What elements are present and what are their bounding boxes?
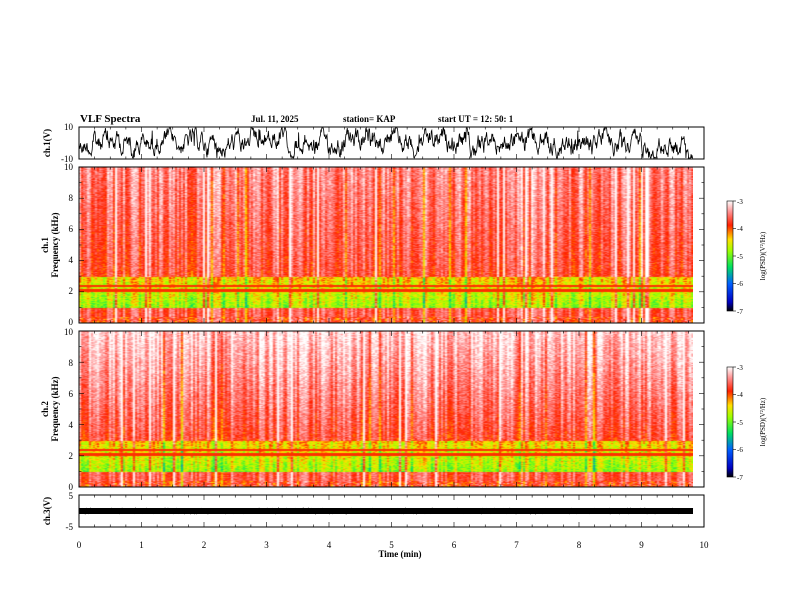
xtick-7: 7 [514, 540, 519, 550]
ch1-spec-ylabel: Frequency (kHz) [50, 212, 60, 277]
cb1-tick-m3: -3 [737, 198, 743, 206]
cb2-tick-m5: -5 [737, 419, 743, 427]
spec1-ytick-2: 2 [69, 286, 74, 296]
spec2-ytick-2: 2 [69, 451, 74, 461]
spec1-ytick-10: 10 [64, 162, 74, 172]
ch1-waveform-line [78, 126, 693, 160]
ch2-spec-y-ticks [79, 330, 704, 488]
ch3-ytick-bottom: -5 [66, 522, 74, 532]
ch2-spectrogram-image [79, 331, 693, 487]
ch1-ytick-bottom: -10 [61, 154, 73, 164]
ch1-colorbar [726, 200, 734, 312]
cb1-tick-m7: -7 [737, 308, 743, 316]
cb1-tick-m4: -4 [737, 225, 743, 233]
xtick-4: 4 [327, 540, 332, 550]
cb1-tick-m5: -5 [737, 253, 743, 261]
x-axis-label: Time (min) [378, 549, 421, 559]
station-label: station= KAP [343, 114, 396, 124]
ch1-ylabel: ch.1(V) [42, 129, 52, 157]
date-label: Jul. 11, 2025 [251, 114, 299, 124]
spec1-ytick-0: 0 [69, 317, 74, 327]
spec2-ytick-6: 6 [69, 389, 74, 399]
xtick-5: 5 [389, 540, 394, 550]
start-time-label: start UT = 12: 50: 1 [438, 114, 514, 124]
ch1-waveform-panel: 10 -10 ch.1(V) [42, 122, 705, 164]
xtick-2: 2 [202, 540, 207, 550]
cb2-tick-m4: -4 [737, 391, 743, 399]
xtick-9: 9 [639, 540, 644, 550]
cb2-tick-m7: -7 [737, 474, 743, 482]
spec1-ytick-4: 4 [69, 255, 74, 265]
ch3-ytick-top: 5 [69, 491, 74, 501]
ch2-spec-channel-label: ch.2 [40, 401, 50, 417]
xtick-1: 1 [139, 540, 144, 550]
ch1-ytick-top: 10 [64, 122, 74, 132]
cb2-label: log(PSD)(V²/Hz) [759, 397, 767, 446]
ch1-spec-y-ticks [79, 166, 704, 324]
xtick-0: 0 [77, 540, 82, 550]
ch3-waveform-panel: 5 -5 ch.3(V) 0 1 2 3 4 5 6 7 8 9 10 Time… [42, 491, 709, 559]
ch2-spectrogram-panel: 0 2 4 6 8 10 ch.2 Frequency (kHz) -3 -4 … [40, 327, 767, 492]
cb1-label: log(PSD)(V²/Hz) [759, 231, 767, 280]
ch3-x-ticks [78, 495, 705, 527]
xtick-6: 6 [452, 540, 457, 550]
figure-title: VLF Spectra [80, 113, 141, 125]
xtick-8: 8 [577, 540, 582, 550]
spec2-ytick-10: 10 [64, 327, 74, 337]
ch1-spectrogram-panel: 0 2 4 6 8 10 ch.1 Frequency (kHz) -3 -4 … [40, 162, 767, 327]
cb2-tick-m6: -6 [737, 446, 743, 454]
ch2-spec-x-ticks [78, 331, 705, 487]
ch1-spec-x-ticks [78, 167, 705, 323]
spec2-ytick-8: 8 [69, 358, 74, 368]
ch1-spec-channel-label: ch.1 [40, 237, 50, 253]
spec2-ytick-0: 0 [69, 482, 74, 492]
ch2-colorbar [726, 366, 734, 478]
cb2-tick-m3: -3 [737, 364, 743, 372]
ch1-x-ticks [78, 127, 705, 159]
xtick-10: 10 [700, 540, 710, 550]
ch3-waveform-line [78, 506, 694, 516]
xtick-3: 3 [264, 540, 269, 550]
ch3-ylabel: ch.3(V) [42, 497, 52, 525]
ch1-spectrogram-image [79, 167, 693, 323]
spec2-ytick-4: 4 [69, 420, 74, 430]
spec1-ytick-6: 6 [69, 224, 74, 234]
ch2-spec-ylabel: Frequency (kHz) [50, 376, 60, 441]
spec1-ytick-8: 8 [69, 193, 74, 203]
cb1-tick-m6: -6 [737, 280, 743, 288]
